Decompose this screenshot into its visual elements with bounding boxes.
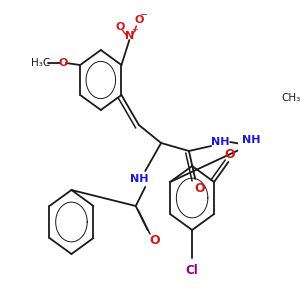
Text: +: + [131,25,138,34]
Text: O: O [134,15,144,25]
Text: O: O [194,182,205,196]
Text: NH: NH [212,137,230,147]
Text: Cl: Cl [186,263,199,277]
Text: NH: NH [242,135,260,145]
Text: O: O [225,148,235,160]
Text: CH₃: CH₃ [282,93,300,103]
Text: O: O [58,58,68,68]
Text: H₃C: H₃C [31,58,50,68]
Text: O: O [115,22,124,32]
Text: O: O [149,235,160,248]
Text: −: − [140,10,148,20]
Text: N: N [125,31,134,41]
Text: NH: NH [130,174,148,184]
